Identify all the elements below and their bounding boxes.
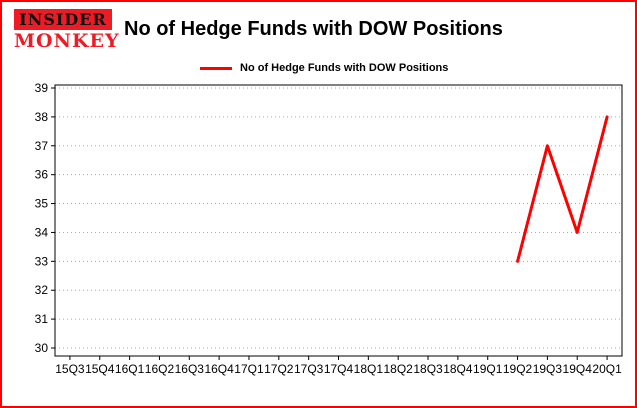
logo-insider-text: INSIDER <box>14 9 112 30</box>
y-tick-label: 31 <box>35 312 49 326</box>
x-tick-label: 19Q2 <box>503 362 533 376</box>
x-tick-label: 17Q2 <box>264 362 294 376</box>
y-tick-label: 38 <box>35 110 49 124</box>
legend-line-swatch <box>200 66 232 70</box>
x-tick-label: 17Q3 <box>294 362 324 376</box>
legend: No of Hedge Funds with DOW Positions <box>200 62 448 74</box>
insider-monkey-logo: INSIDER MONKEY <box>14 9 120 52</box>
y-tick-label: 30 <box>35 341 49 355</box>
logo-monkey-text: MONKEY <box>14 30 120 52</box>
x-tick-label: 16Q4 <box>204 362 234 376</box>
x-tick-label: 19Q1 <box>473 362 503 376</box>
x-tick-label: 15Q3 <box>55 362 85 376</box>
y-tick-label: 35 <box>35 197 49 211</box>
y-tick-label: 32 <box>35 283 49 297</box>
x-tick-label: 19Q4 <box>563 362 593 376</box>
y-tick-label: 33 <box>35 254 49 268</box>
x-tick-label: 17Q1 <box>234 362 264 376</box>
y-tick-label: 37 <box>35 139 49 153</box>
x-tick-label: 20Q1 <box>592 362 622 376</box>
x-tick-label: 15Q4 <box>85 362 115 376</box>
y-tick-label: 36 <box>35 168 49 182</box>
x-tick-label: 17Q4 <box>324 362 354 376</box>
x-tick-label: 16Q2 <box>145 362 175 376</box>
x-tick-label: 16Q1 <box>115 362 145 376</box>
chart-title: No of Hedge Funds with DOW Positions <box>124 18 503 40</box>
x-tick-label: 16Q3 <box>175 362 205 376</box>
data-line <box>516 115 609 263</box>
x-tick-label: 18Q4 <box>443 362 473 376</box>
x-tick-label: 18Q3 <box>413 362 443 376</box>
x-tick-label: 18Q1 <box>354 362 384 376</box>
x-tick-label: 19Q3 <box>533 362 563 376</box>
x-tick-label: 18Q2 <box>384 362 414 376</box>
y-tick-label: 39 <box>35 81 49 95</box>
y-tick-label: 34 <box>35 225 49 239</box>
legend-label: No of Hedge Funds with DOW Positions <box>240 62 449 74</box>
plot-border <box>54 84 623 357</box>
